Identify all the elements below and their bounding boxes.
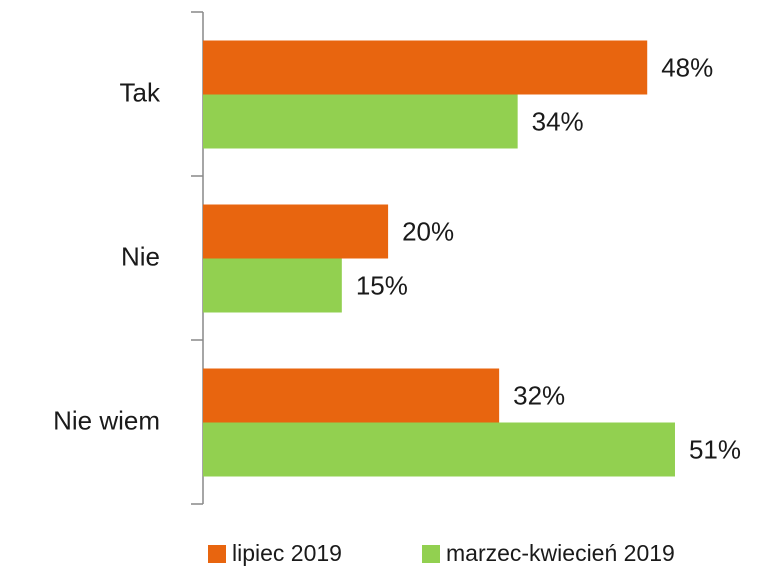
category-label: Tak xyxy=(120,77,161,107)
data-label: 51% xyxy=(689,434,741,464)
bar xyxy=(203,422,675,477)
data-label: 15% xyxy=(356,270,408,300)
bar xyxy=(203,258,342,313)
data-label: 48% xyxy=(661,52,713,82)
bar xyxy=(203,368,500,423)
data-label: 34% xyxy=(532,106,584,136)
legend-swatch xyxy=(208,545,226,563)
data-label: 32% xyxy=(513,380,565,410)
legend-label: marzec-kwiecień 2019 xyxy=(446,540,675,566)
category-label: Nie xyxy=(121,241,160,271)
category-label: Nie wiem xyxy=(53,405,160,435)
legend-label: lipiec 2019 xyxy=(232,540,342,566)
data-label: 20% xyxy=(402,216,454,246)
bar xyxy=(203,94,518,149)
legend-swatch xyxy=(422,545,440,563)
bar xyxy=(203,40,648,95)
bar xyxy=(203,204,389,259)
